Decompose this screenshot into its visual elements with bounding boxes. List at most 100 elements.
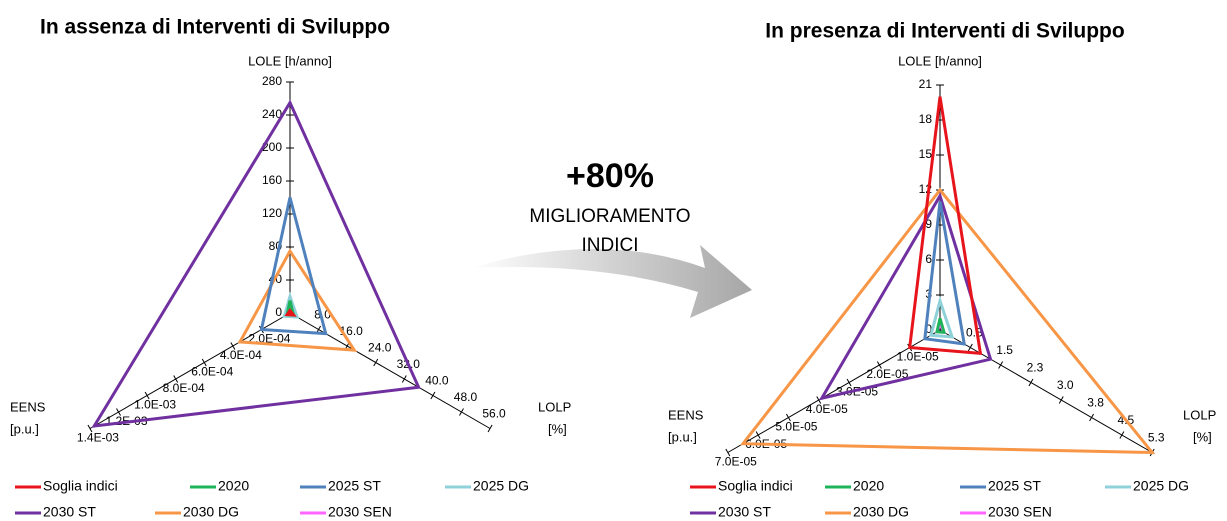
tick-mark [1089,413,1094,422]
tick-label: 8.0E-04 [163,381,205,395]
legend-label: 2025 ST [988,478,1041,494]
legend-label: 2020 [853,478,884,494]
series-polygon [928,295,955,339]
tick-label: 5.3 [1148,431,1165,445]
tick-mark [401,375,407,383]
tick-mark [373,358,379,367]
chart-title: In presenza di Interventi di Sviluppo [765,20,1124,43]
axis-label: LOLE [h/anno] [898,53,982,68]
legend-label: 2030 ST [43,504,96,520]
tick-label: 1.5 [996,343,1013,357]
tick-mark [1119,431,1125,439]
tick-mark [876,361,882,369]
tick-mark [173,375,179,383]
axis-label: LOLE [h/anno] [248,53,332,68]
axis-line [289,312,491,429]
tick-label: 3.8 [1087,396,1104,410]
tick-label: 5.0E-05 [775,420,817,434]
tick-label: 18 [919,112,933,126]
axis-label: LOLP [538,399,571,414]
tick-mark [998,361,1004,369]
tick-mark [430,391,436,400]
legend-label: 2025 DG [473,478,529,494]
series-polygon [284,308,297,317]
axis-label: LOLP [1183,407,1216,422]
legend-label: Soglia indici [43,478,118,494]
legend-label: 2020 [218,478,249,494]
tick-label: 21 [919,77,933,91]
callout-headline: +80% [566,157,654,195]
legend-label: 2030 ST [718,504,771,520]
tick-label: 3.0 [1057,378,1074,392]
tick-label: 40.0 [425,374,449,388]
tick-mark [846,378,852,387]
tick-label: 15 [919,147,933,161]
axis-label: [%] [1193,429,1212,444]
tick-label: 56.0 [482,407,506,421]
series-polygon [818,192,993,401]
axis-label: [%] [548,421,567,436]
tick-label: 9 [925,217,932,231]
tick-mark [230,342,236,350]
series-polygon [935,317,947,335]
axis-label: EENS [668,407,704,422]
tick-label: 120 [262,206,282,220]
series-polygon [923,201,967,346]
tick-label: 280 [262,74,282,88]
series-polygon [259,197,328,336]
tick-label: 2.0E-05 [866,367,908,381]
axis-line [727,329,941,453]
tick-mark [786,413,791,422]
tick-label: 1.0E-03 [134,398,176,412]
axis-line [89,312,291,429]
legend-label: 2030 SEN [328,504,392,520]
tick-label: 2.3 [1027,361,1044,375]
tick-label: 160 [262,173,282,187]
tick-label: 6 [925,252,932,266]
tick-label: 240 [262,107,282,121]
tick-mark [725,448,731,457]
tick-label: 4.0E-04 [220,348,262,362]
tick-mark [755,431,761,439]
series-polygon [282,291,300,319]
tick-label: 6.0E-04 [191,365,233,379]
tick-mark [1028,378,1034,387]
axis-label: [p.u.] [10,421,39,436]
tick-label: 0 [275,305,282,319]
callout-line: INDICI [582,235,639,256]
legend-label: Soglia indici [718,478,793,494]
axis-label: [p.u.] [668,429,697,444]
tick-label: 48.0 [454,390,478,404]
tick-mark [967,343,973,352]
tick-label: 0 [925,322,932,336]
legend-label: 2030 DG [853,504,909,520]
series-polygon [91,99,421,428]
tick-label: 1.4E-03 [77,431,119,445]
tick-label: 200 [262,140,282,154]
tick-mark [487,424,493,433]
tick-label: 7.0E-05 [715,455,757,469]
tick-mark [459,408,464,416]
legend-label: 2030 SEN [988,504,1052,520]
tick-label: 4.0E-05 [806,402,848,416]
tick-mark [201,358,207,367]
tick-mark [87,424,93,433]
tick-mark [816,396,822,404]
legend-label: 2030 DG [183,504,239,520]
axis-line [939,329,1153,453]
legend-label: 2025 DG [1133,478,1189,494]
tick-label: 24.0 [368,341,392,355]
tick-mark [116,408,121,416]
tick-label: 1.0E-05 [897,350,939,364]
tick-mark [1058,396,1064,404]
axis-label: EENS [10,399,46,414]
callout-line: MIGLIORAMENTO [529,206,690,227]
series-polygon [739,187,1156,455]
tick-mark [144,391,150,400]
legend-label: 2025 ST [328,478,381,494]
arrow [470,245,752,318]
series-polygon [237,248,358,352]
chart-title: In assenza di Interventi di Sviluppo [40,16,390,39]
series-polygon [908,96,983,355]
